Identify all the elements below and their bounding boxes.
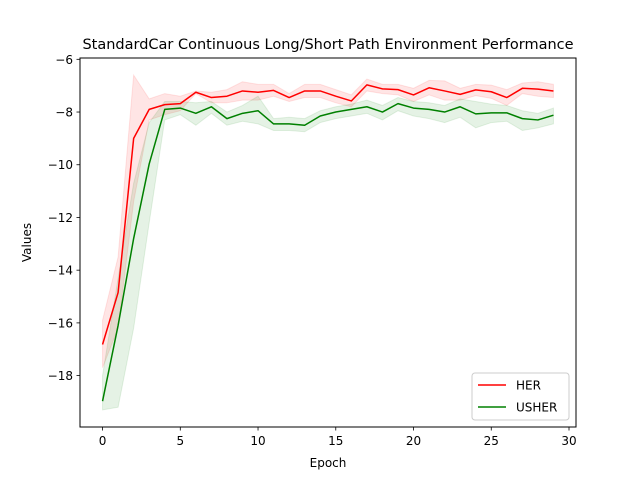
x-tick-label: 0	[99, 434, 107, 448]
x-axis-ticks: 0 5 10 15 20 25 30	[99, 427, 577, 448]
y-tick-label: −12	[48, 211, 73, 225]
y-tick-label: −16	[48, 316, 73, 330]
band-usher	[102, 95, 554, 411]
chart-title: StandardCar Continuous Long/Short Path E…	[82, 37, 573, 53]
y-tick-label: −10	[48, 158, 73, 172]
confidence-bands	[102, 73, 554, 411]
x-axis-label: Epoch	[310, 456, 347, 470]
series-lines	[101, 84, 554, 402]
y-tick-label: −6	[55, 53, 73, 67]
y-axis-label: Values	[20, 223, 34, 262]
x-tick-label: 25	[484, 434, 499, 448]
legend-label-her: HER	[516, 379, 541, 393]
x-tick-label: 30	[561, 434, 576, 448]
legend-label-usher: USHER	[516, 401, 557, 415]
x-tick-label: 15	[328, 434, 343, 448]
x-tick-label: 5	[176, 434, 184, 448]
y-tick-label: −8	[55, 106, 73, 120]
series-line-her	[101, 84, 554, 345]
y-tick-label: −14	[48, 264, 73, 278]
y-tick-label: −18	[48, 369, 73, 383]
x-tick-label: 10	[250, 434, 265, 448]
legend: HER USHER	[471, 372, 570, 421]
y-axis-ticks: −18 −16 −14 −12 −10 −8 −6	[48, 53, 80, 383]
band-her	[102, 73, 554, 368]
plot-frame	[79, 57, 577, 428]
x-tick-label: 20	[406, 434, 421, 448]
series-line-usher	[101, 102, 554, 402]
